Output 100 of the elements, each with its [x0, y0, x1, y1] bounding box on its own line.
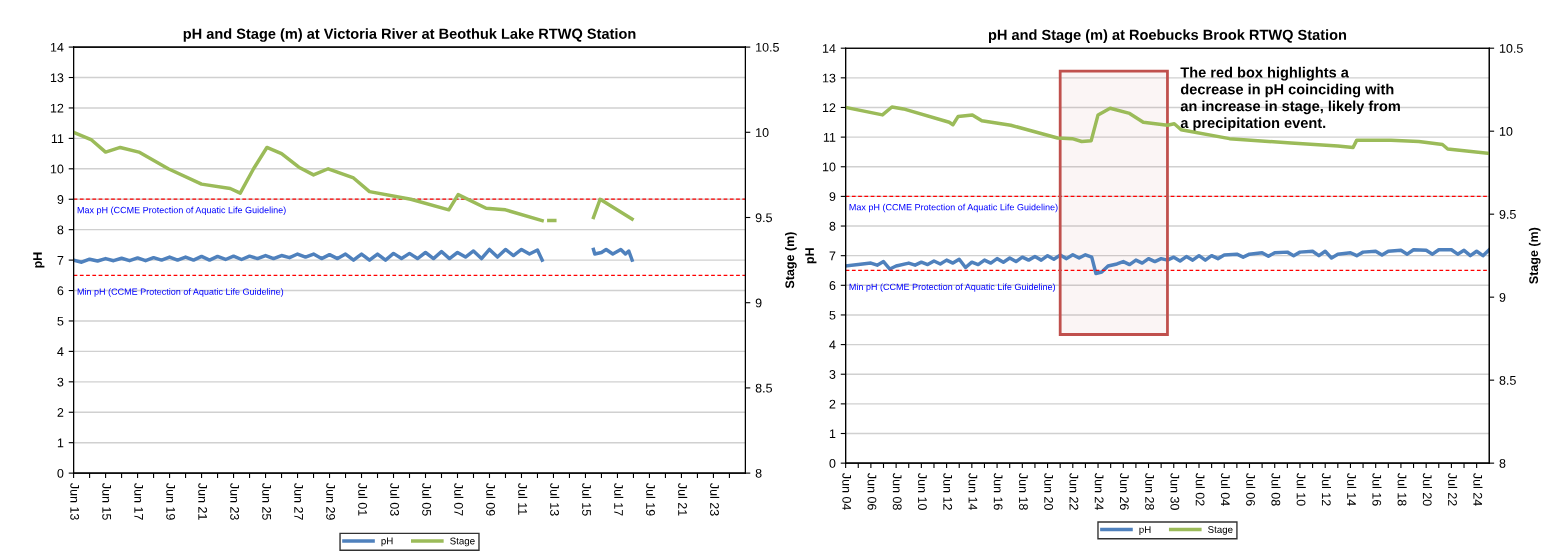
y-tick-label: 14: [50, 43, 64, 52]
x-tick-label: Jul 19: [646, 483, 656, 516]
y-tick-label: 12: [822, 103, 836, 113]
y-axis-title: pH: [33, 252, 45, 268]
y-tick-label: 9: [57, 195, 64, 204]
y2-tick-label: 8: [1499, 458, 1506, 468]
ref-line-label: Max pH (CCME Protection of Aquatic Life Guideline): [849, 203, 1058, 213]
x-tick-label: Jun 26: [1119, 473, 1129, 510]
x-tick-label: Jul 12: [1321, 473, 1332, 506]
x-tick-label: Jul 14: [1347, 473, 1357, 506]
y2-tick-label: 10.5: [1499, 44, 1523, 53]
x-tick-label: Jun 23: [230, 483, 240, 520]
x-tick-label: Jun 19: [166, 483, 176, 520]
x-tick-label: Jun 24: [1094, 473, 1104, 511]
x-tick-label: Jun 15: [102, 483, 111, 520]
y-tick-label: 4: [829, 340, 836, 350]
x-tick-label: Jun 27: [294, 483, 304, 520]
annotation: The red box highlights a decrease in pH coinciding with an increase in stage, likely from a precipitation event.: [1180, 66, 1400, 131]
y-tick-label: 9: [829, 192, 836, 202]
y-tick-label: 10: [822, 162, 836, 172]
ref-line-label: Max pH (CCME Protection of Aquatic Life Guideline): [77, 206, 286, 215]
chart-title: pH and Stage (m) at Roebucks Brook RTWQ Station: [988, 29, 1347, 43]
legend-label: Stage: [450, 537, 475, 547]
x-tick-label: Jun 14: [968, 473, 978, 511]
y-tick-label: 5: [57, 316, 64, 326]
x-tick-label: Jun 25: [262, 483, 272, 520]
y2-axis-title: Stage (m): [1528, 227, 1541, 284]
x-tick-label: Jun 17: [134, 483, 143, 520]
x-tick-label: Jun 29: [326, 483, 336, 520]
x-tick-label: Jul 15: [582, 483, 592, 516]
y2-tick-label: 8: [755, 468, 762, 478]
x-tick-label: Jun 08: [892, 473, 902, 510]
y-tick-label: 2: [829, 399, 836, 409]
x-tick-label: Jun 22: [1069, 473, 1079, 510]
y-tick-label: 7: [57, 256, 64, 265]
y-tick-label: 10: [50, 164, 64, 174]
x-tick-label: Jun 16: [993, 473, 1003, 510]
y2-tick-label: 9.5: [755, 213, 772, 223]
y-tick-label: 14: [822, 44, 836, 53]
y-tick-label: 1: [57, 438, 64, 448]
y-tick-label: 3: [829, 370, 836, 379]
x-tick-label: Jun 20: [1044, 473, 1054, 510]
x-tick-label: Jun 30: [1170, 473, 1180, 510]
x-tick-label: Jul 23: [710, 483, 720, 516]
y-tick-label: 6: [829, 281, 836, 290]
x-tick-label: Jul 17: [614, 483, 624, 516]
legend-label: pH: [1139, 526, 1151, 535]
x-tick-label: Jun 13: [70, 483, 80, 520]
y2-tick-label: 10: [756, 128, 769, 137]
y2-tick-label: 8.5: [1499, 375, 1516, 385]
y-tick-label: 0: [829, 458, 836, 468]
ref-line-label: Min pH (CCME Protection of Aquatic Life Guideline): [849, 283, 1056, 292]
x-tick-label: Jul 24: [1473, 473, 1483, 506]
x-tick-label: Jul 01: [358, 483, 368, 516]
y-tick-label: 2: [57, 408, 64, 417]
y-tick-label: 11: [51, 134, 64, 143]
x-tick-label: Jul 20: [1422, 473, 1432, 506]
x-tick-label: Jul 09: [486, 483, 496, 516]
y2-tick-label: 9: [755, 298, 762, 308]
x-tick-label: Jun 10: [918, 473, 927, 510]
y-tick-label: 13: [822, 73, 836, 83]
x-tick-label: Jul 07: [454, 483, 464, 516]
x-tick-label: Jul 16: [1372, 473, 1382, 506]
x-tick-label: Jul 18: [1397, 473, 1407, 506]
x-tick-label: Jun 21: [198, 483, 208, 520]
y-tick-label: 0: [57, 468, 64, 478]
y-tick-label: 3: [57, 377, 64, 387]
x-tick-label: Jun 06: [867, 473, 877, 510]
x-tick-label: Jul 02: [1195, 473, 1205, 506]
x-tick-label: Jul 06: [1246, 473, 1256, 506]
y-tick-label: 13: [50, 73, 64, 83]
x-tick-label: Jun 18: [1018, 473, 1028, 510]
y-tick-label: 12: [50, 103, 64, 113]
y2-tick-label: 9.5: [1499, 209, 1516, 219]
y2-tick-label: 9: [1499, 292, 1506, 302]
y2-tick-label: 10.5: [756, 42, 779, 52]
x-tick-label: Jul 05: [422, 483, 432, 516]
x-tick-label: Jul 21: [678, 483, 688, 516]
x-tick-label: Jul 10: [1296, 473, 1306, 506]
x-tick-label: Jul 11: [518, 483, 528, 515]
y-tick-label: 11: [823, 133, 836, 142]
y-tick-label: 8: [57, 225, 64, 235]
x-tick-label: Jun 12: [943, 473, 953, 510]
y-tick-label: 7: [829, 251, 836, 261]
ref-line-label: Min pH (CCME Protection of Aquatic Life Guideline): [77, 288, 284, 297]
y-tick-label: 8: [829, 221, 836, 231]
x-tick-label: Jun 28: [1145, 473, 1155, 510]
y-tick-label: 5: [829, 310, 836, 320]
legend-label: pH: [381, 537, 393, 547]
x-tick-label: Jul 13: [550, 483, 560, 516]
x-tick-label: Jul 04: [1220, 473, 1231, 506]
x-tick-label: Jul 22: [1448, 473, 1458, 506]
y2-tick-label: 10: [1499, 126, 1513, 136]
x-tick-label: Jul 08: [1271, 473, 1281, 506]
legend-label: Stage: [1208, 526, 1233, 535]
y-tick-label: 1: [829, 429, 836, 439]
y2-axis-title: Stage (m): [785, 232, 797, 289]
y-axis-title: pH: [805, 248, 817, 264]
y-tick-label: 6: [57, 286, 64, 296]
y-tick-label: 4: [57, 347, 64, 356]
